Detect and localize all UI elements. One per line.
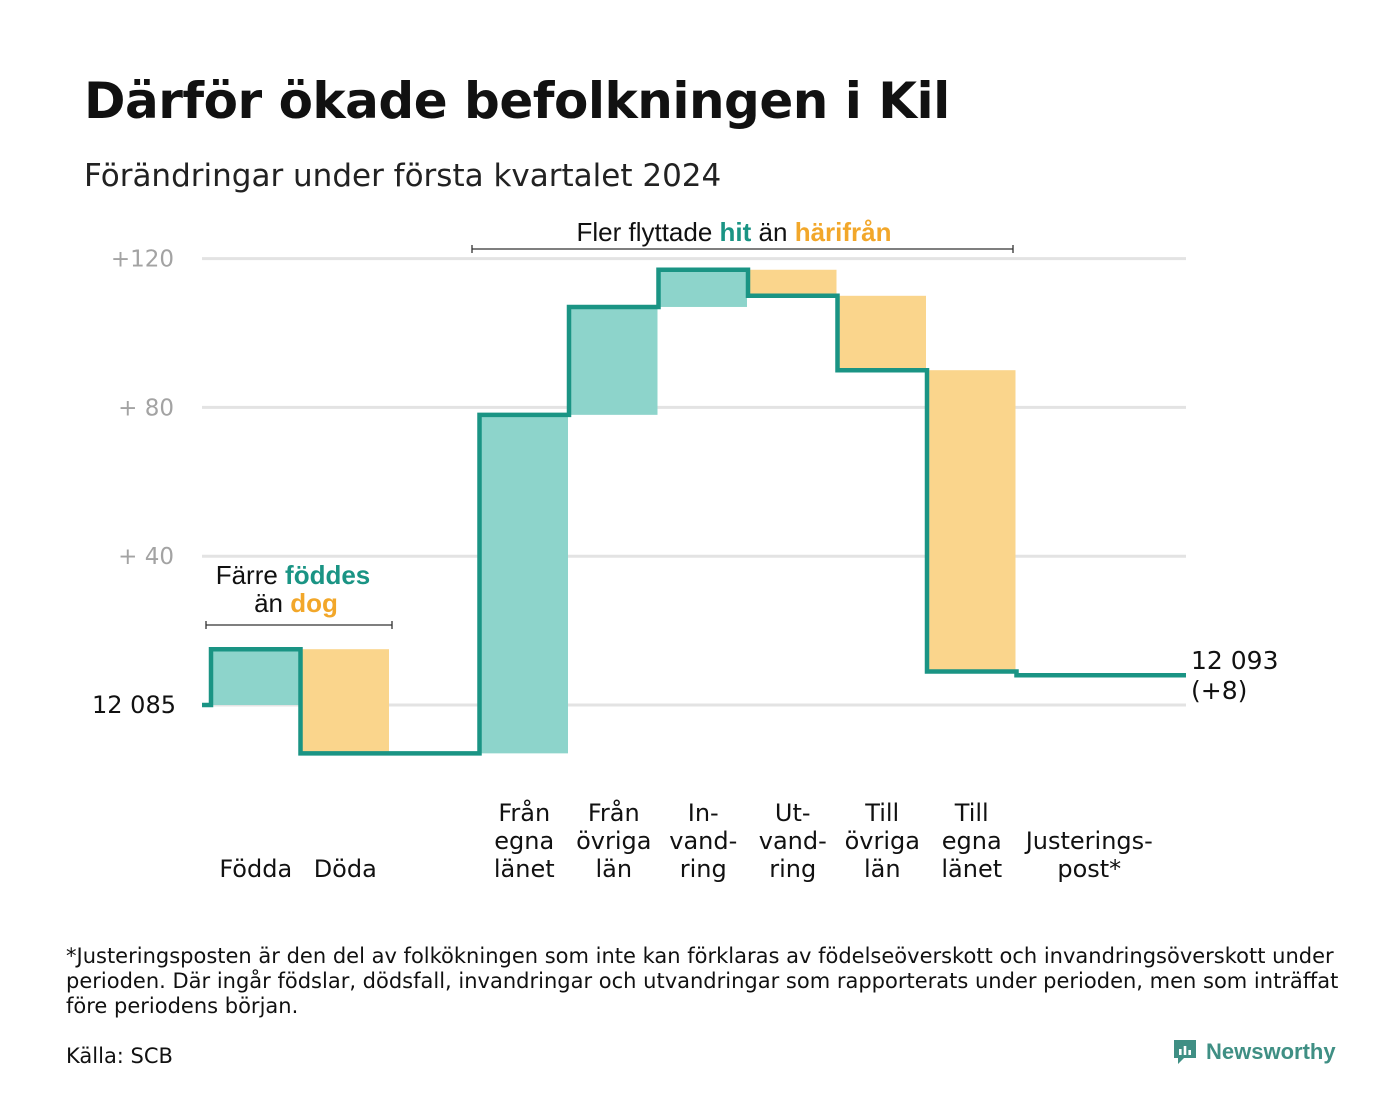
x-category-label: vand- (669, 827, 737, 855)
y-tick-label: + 40 (118, 544, 174, 570)
chart-subtitle: Förändringar under första kvartalet 2024 (84, 158, 722, 194)
x-category-label: vand- (759, 827, 827, 855)
chart-title: Därför ökade befolkningen i Kil (84, 72, 950, 130)
x-category-label: egna (942, 827, 1002, 855)
baseline-label: 12 085 (92, 691, 176, 719)
x-category-label: post* (1057, 855, 1121, 883)
x-category-label: Från (498, 798, 550, 827)
births-annotation-line2: än dog (254, 588, 338, 618)
x-category-label: länet (494, 855, 555, 883)
x-category-label: länet (941, 855, 1002, 883)
end-value-label: 12 093 (1191, 646, 1278, 675)
x-category-label: In- (688, 799, 719, 827)
x-category-label: Till (864, 799, 899, 827)
bar-decrease (837, 295, 926, 371)
bar-increase (569, 306, 658, 415)
x-category-label: övriga (576, 827, 651, 855)
x-category-label: Till (954, 799, 989, 827)
bar-increase (479, 414, 568, 754)
cumulative-step-line (202, 267, 1186, 756)
x-category-label: län (864, 855, 901, 883)
x-category-label: övriga (845, 827, 920, 855)
bar-increase (211, 649, 300, 705)
bar-increase (658, 269, 747, 307)
x-category-label: Från (588, 798, 640, 827)
source-label: Källa: SCB (66, 1044, 173, 1068)
x-category-label: ring (680, 855, 727, 883)
brand-name: Newsworthy (1206, 1039, 1336, 1064)
x-category-label: Justerings- (1024, 827, 1153, 855)
brand: Newsworthy (1172, 1038, 1336, 1066)
births-annotation-line1: Färre föddes (216, 560, 371, 590)
bar-decrease (748, 269, 837, 296)
footnote: *Justeringsposten är den del av folkökni… (66, 944, 1339, 1018)
x-category-label: Födda (219, 855, 292, 883)
x-category-label: Ut- (775, 799, 811, 827)
end-change-label: (+8) (1191, 676, 1247, 705)
migration-annotation: Fler flyttade hit än härifrån (576, 217, 891, 247)
bar-decrease (927, 370, 1016, 672)
x-category-label: egna (494, 827, 554, 855)
newsworthy-logo-icon (1174, 1040, 1196, 1064)
y-tick-label: + 80 (118, 395, 174, 421)
x-category-label: län (595, 855, 632, 883)
bar-decrease (300, 649, 389, 754)
y-tick-label: +120 (111, 247, 174, 273)
x-category-label: ring (769, 855, 816, 883)
x-category-label: Döda (314, 855, 377, 883)
